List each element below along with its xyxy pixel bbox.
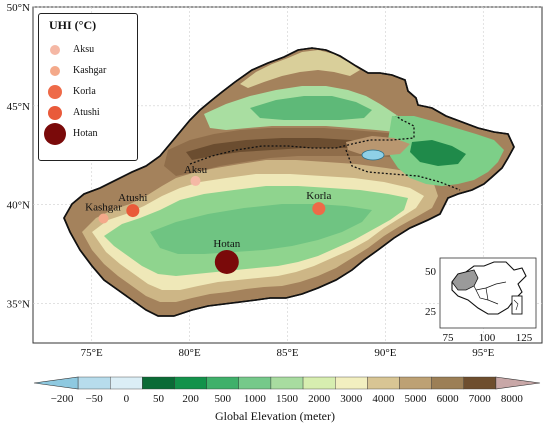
x-tick-label: 80°E <box>179 347 201 359</box>
legend-item-korla: Korla <box>39 82 137 102</box>
y-tick-labels: 35°N 40°N 45°N 50°N <box>7 2 30 310</box>
altai-mountains <box>240 50 360 88</box>
legend-item-kashgar: Kashgar <box>39 61 137 81</box>
colorbar-tick-label: −50 <box>86 393 104 405</box>
station-label-kashgar: Kashgar <box>85 201 122 213</box>
east-ridge <box>346 136 410 156</box>
turpan-depression <box>410 140 466 166</box>
legend-label: Hotan <box>73 128 98 139</box>
inset-x-tick-label: 100 <box>479 332 496 344</box>
colorbar-segment <box>33 376 79 390</box>
colorbar-tick-label: 1500 <box>276 393 299 405</box>
inset-y-tick-label: 50 <box>425 266 437 278</box>
station-label-hotan: Hotan <box>213 238 240 250</box>
admin-boundary-line <box>189 115 415 165</box>
inset-internal-lines <box>473 281 507 305</box>
station-marker-korla <box>312 202 326 216</box>
uhi-legend: UHI (°C) Aksu Kashgar Korla Atushi Hotan <box>38 13 138 161</box>
inset-x-tick-label: 125 <box>516 332 533 344</box>
legend-dot <box>48 106 62 120</box>
station-label-atushi: Atushi <box>118 192 147 204</box>
colorbar-tick-label: 5000 <box>405 393 428 405</box>
station-label-aksu: Aksu <box>184 164 208 176</box>
legend-item-aksu: Aksu <box>39 40 137 60</box>
station-marker-hotan <box>214 249 239 274</box>
bosten-lake <box>361 149 385 161</box>
inset-y-tick-labels: 25 50 <box>425 266 437 318</box>
colorbar-segment <box>335 376 368 390</box>
station-marker-aksu <box>190 175 201 186</box>
x-tick-label: 85°E <box>276 347 298 359</box>
colorbar-segment <box>238 376 272 390</box>
station-marker-kashgar <box>98 213 109 224</box>
colorbar-tick-label: 8000 <box>501 393 524 405</box>
colorbar-tick-label: 200 <box>182 393 199 405</box>
inset-x-tick-labels: 75 100 125 <box>443 332 533 344</box>
legend-label: Kashgar <box>73 65 107 76</box>
legend-label: Aksu <box>73 44 95 55</box>
colorbar-segment <box>431 376 464 390</box>
x-tick-label: 95°E <box>472 347 494 359</box>
colorbar-tick-label: 4000 <box>372 393 395 405</box>
elevation-colorbar <box>33 376 541 390</box>
colorbar-segment <box>399 376 432 390</box>
y-tick-label: 40°N <box>7 200 30 212</box>
x-tick-labels: 75°E 80°E 85°E 90°E 95°E <box>81 347 495 359</box>
y-tick-label: 50°N <box>7 2 30 14</box>
colorbar-segment <box>142 376 175 390</box>
x-tick-label: 90°E <box>374 347 396 359</box>
region-outline <box>63 47 515 317</box>
legend-label: Atushi <box>73 107 100 118</box>
colorbar-segment <box>270 376 304 390</box>
colorbar-segment <box>463 376 497 390</box>
colorbar-segment <box>174 376 207 390</box>
colorbar-tick-labels: −200 −50 0 50 200 500 1000 1500 2000 3000 4000 5000… <box>51 393 524 405</box>
xinjiang-inset <box>451 269 479 291</box>
colorbar-segment <box>77 376 111 390</box>
colorbar-segment <box>110 376 143 390</box>
x-tick-label: 75°E <box>81 347 103 359</box>
south-china-sea-box <box>511 295 523 315</box>
xinjiang-region <box>63 47 515 317</box>
colorbar-tick-label: 500 <box>214 393 231 405</box>
colorbar-segment <box>367 376 400 390</box>
colorbar-tick-label: 3000 <box>340 393 363 405</box>
colorbar-tick-label: 50 <box>153 393 165 405</box>
legend-dot <box>50 66 60 76</box>
china-inset-map <box>439 257 537 329</box>
station-marker-atushi <box>126 204 140 218</box>
legend-dot <box>50 45 60 55</box>
legend-dot <box>48 85 62 99</box>
colorbar-segment <box>206 376 240 390</box>
colorbar-segment <box>495 376 541 390</box>
colorbar-tick-label: 1000 <box>244 393 267 405</box>
colorbar-tick-label: 0 <box>124 393 130 405</box>
inset-y-tick-label: 25 <box>425 306 437 318</box>
legend-item-hotan: Hotan <box>39 123 137 145</box>
legend-title: UHI (°C) <box>49 18 97 32</box>
legend-item-atushi: Atushi <box>39 103 137 123</box>
admin-boundary-line-east <box>345 149 461 191</box>
legend-label: Korla <box>73 86 96 97</box>
junggar-core <box>250 96 372 120</box>
colorbar-tick-label: −200 <box>51 393 74 405</box>
y-tick-label: 35°N <box>7 298 30 310</box>
colorbar-tick-label: 6000 <box>437 393 460 405</box>
colorbar-tick-label: 7000 <box>469 393 492 405</box>
colorbar-title: Global Elevation (meter) <box>215 409 335 423</box>
legend-dot <box>44 123 66 145</box>
station-label-korla: Korla <box>306 190 331 202</box>
tarim-basin-core <box>150 204 372 254</box>
inset-x-tick-label: 75 <box>443 332 455 344</box>
y-tick-label: 45°N <box>7 101 30 113</box>
colorbar-segment <box>302 376 336 390</box>
colorbar-tick-label: 2000 <box>308 393 331 405</box>
